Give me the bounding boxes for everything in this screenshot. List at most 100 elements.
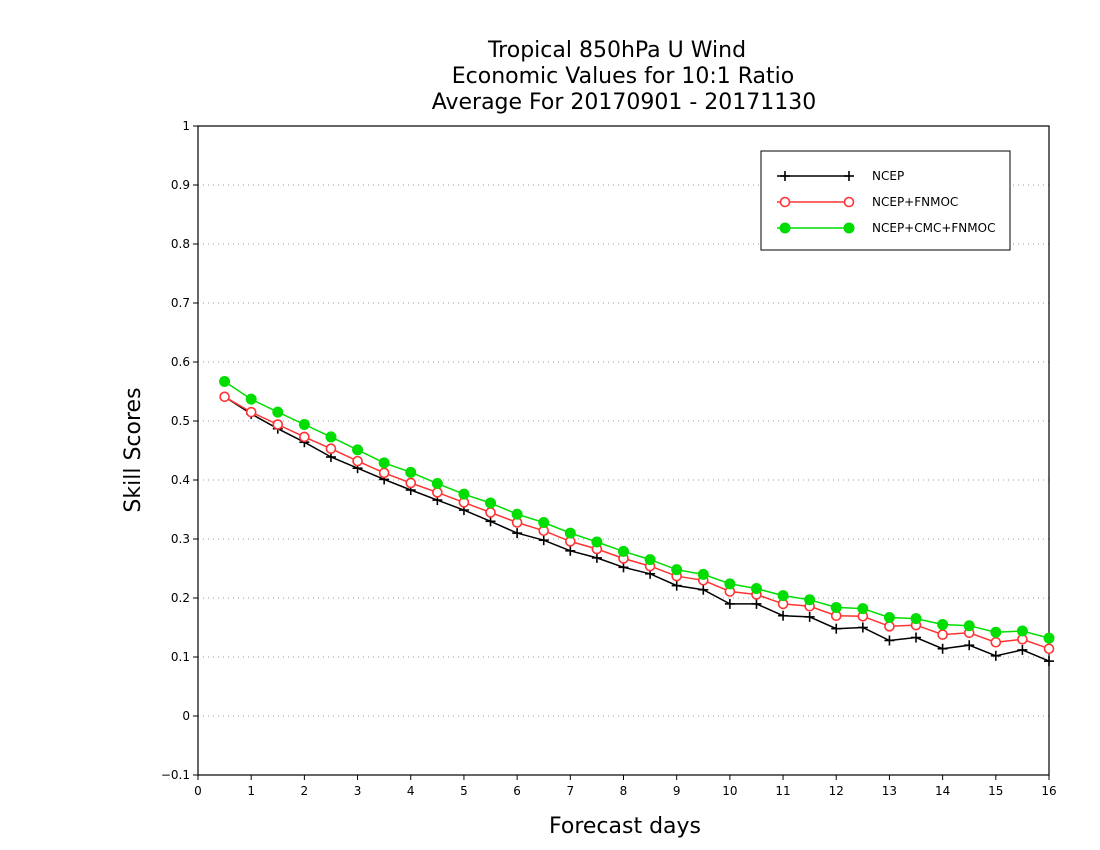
x-tick-label: 15 <box>988 784 1003 798</box>
chart-title: Tropical 850hPa U Wind Economic Values f… <box>432 38 817 115</box>
data-point <box>937 629 948 640</box>
data-point <box>884 621 895 632</box>
y-tick-label: −0.1 <box>161 768 190 782</box>
series-line <box>224 396 1050 662</box>
data-point <box>964 640 975 651</box>
data-point <box>937 619 949 631</box>
legend-marker <box>779 222 791 234</box>
data-point <box>698 584 709 595</box>
y-tick-label: 0 <box>182 709 190 723</box>
data-point <box>990 636 1002 648</box>
data-point <box>671 580 682 591</box>
legend-label: NCEP+CMC+FNMOC <box>872 221 995 235</box>
data-point <box>325 443 337 455</box>
y-tick-label: 1 <box>182 119 190 133</box>
data-point <box>697 568 709 580</box>
y-tick-label: 0.8 <box>171 237 190 251</box>
data-point <box>778 610 789 621</box>
y-tick-label: 0.6 <box>171 355 190 369</box>
data-point <box>937 643 948 654</box>
data-point <box>1017 644 1028 655</box>
data-point <box>724 598 735 609</box>
data-point <box>219 391 230 403</box>
data-point <box>352 444 364 456</box>
x-axis-label: Forecast days <box>549 814 701 839</box>
data-point <box>1043 643 1055 655</box>
x-tick-label: 2 <box>301 784 309 798</box>
data-point <box>751 598 762 609</box>
data-point <box>325 431 337 443</box>
data-point <box>911 632 922 643</box>
legend-label: NCEP <box>872 169 904 183</box>
x-tick-label: 16 <box>1041 784 1056 798</box>
x-tick-label: 14 <box>935 784 950 798</box>
data-point <box>804 594 816 606</box>
x-tick-label: 11 <box>775 784 790 798</box>
x-tick-label: 3 <box>354 784 362 798</box>
x-tick-label: 0 <box>194 784 202 798</box>
data-point <box>724 578 736 590</box>
data-point <box>831 623 842 634</box>
legend-item: NCEP+FNMOC <box>777 195 958 209</box>
data-point <box>1044 656 1054 667</box>
series-group <box>219 375 1055 667</box>
y-tick-label: 0.4 <box>171 473 190 487</box>
legend-marker <box>780 171 790 181</box>
x-tick-label: 4 <box>407 784 415 798</box>
data-point <box>511 508 523 520</box>
data-point <box>458 488 470 500</box>
data-point <box>565 545 576 556</box>
chart-title-line-2: Economic Values for 10:1 Ratio <box>452 64 794 89</box>
data-point <box>485 507 496 518</box>
y-tick-label: 0.9 <box>171 178 190 192</box>
series-ncep <box>219 391 1054 667</box>
data-point <box>990 650 1001 661</box>
data-point <box>750 583 762 595</box>
data-point <box>299 431 310 443</box>
series-line <box>224 380 1050 639</box>
axis-ticks: −0.100.10.20.30.40.50.60.70.80.910 1 2 3 4 5 6… <box>161 119 1057 798</box>
legend-box <box>760 150 1011 251</box>
data-point <box>883 611 895 623</box>
data-point <box>378 467 390 479</box>
data-point <box>538 535 549 546</box>
data-point <box>990 626 1002 638</box>
y-tick-label: 0.7 <box>171 296 190 310</box>
data-point <box>644 554 656 566</box>
data-point <box>245 406 257 418</box>
data-point <box>219 375 231 387</box>
data-point <box>804 611 815 622</box>
data-point <box>512 528 523 539</box>
legend-label: NCEP+FNMOC <box>872 195 958 209</box>
series-line <box>224 396 1050 650</box>
grid <box>198 184 1049 717</box>
data-point <box>591 536 603 548</box>
x-tick-label: 10 <box>722 784 737 798</box>
legend-marker <box>844 171 854 181</box>
legend: NCEP NCEP+FNMOC NCEP+CMC+FNMOC <box>760 150 1011 251</box>
data-point <box>352 455 363 467</box>
data-point <box>591 552 602 563</box>
x-tick-label: 13 <box>882 784 897 798</box>
x-tick-label: 6 <box>513 784 521 798</box>
chart-title-line-3: Average For 20170901 - 20171130 <box>432 90 817 115</box>
series-ncep-cmc-fnmoc <box>219 375 1055 644</box>
data-point <box>671 564 683 576</box>
legend-item: NCEP <box>777 169 904 183</box>
y-tick-label: 0.5 <box>171 414 190 428</box>
x-tick-label: 8 <box>620 784 628 798</box>
legend-marker <box>843 196 855 208</box>
data-point <box>618 562 629 573</box>
x-tick-label: 7 <box>566 784 574 798</box>
x-tick-label: 9 <box>673 784 681 798</box>
y-axis-label: Skill Scores <box>121 387 146 512</box>
y-tick-label: 0.2 <box>171 591 190 605</box>
data-point <box>564 527 576 539</box>
data-point <box>538 516 550 528</box>
data-point <box>298 419 310 431</box>
data-point <box>378 457 390 469</box>
y-tick-label: 0.3 <box>171 532 190 546</box>
data-point <box>485 516 496 527</box>
data-point <box>1043 632 1055 644</box>
